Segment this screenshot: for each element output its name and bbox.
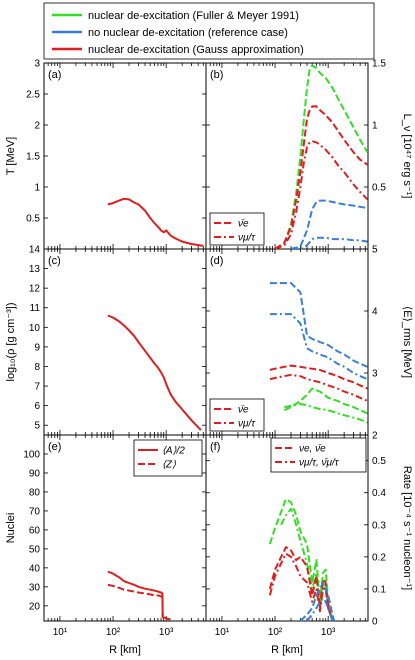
- panel-a-ytick-label: 3: [34, 59, 40, 70]
- panel-d-series-0: [269, 282, 368, 368]
- panel-c-tag: (c): [48, 255, 61, 267]
- panel-d-mini-legend-box: [209, 398, 265, 432]
- panel-e-ytick-label: 90: [29, 468, 41, 479]
- x-tick-label: 10¹: [215, 627, 230, 638]
- panel-b-series-0: [274, 64, 369, 250]
- panel-a-ytick-label: 2.5: [26, 90, 40, 101]
- panel-e-series-0: [107, 570, 171, 621]
- panel-e-ytick-label: 70: [29, 506, 41, 517]
- panel-b-series-2: [274, 140, 369, 250]
- panel-b-series-1: [274, 105, 369, 250]
- panel-d-tag: (d): [210, 255, 223, 267]
- panel-a-ytick-label: 1.5: [26, 152, 40, 163]
- panel-b-ylabel: L_ν [10⁴⁷ erg s⁻¹]: [401, 114, 413, 199]
- x-tick-label: 10²: [268, 627, 283, 638]
- x-label-right: R [km]: [271, 644, 303, 656]
- panel-c-frame: [43, 248, 207, 436]
- panel-a-ytick-label: 2: [34, 121, 40, 132]
- panel-e-tag: (e): [48, 441, 61, 453]
- x-tick-label: 10³: [321, 627, 336, 638]
- panel-d-series-2: [269, 364, 368, 390]
- panel-b-mini-legend-box: [209, 212, 265, 246]
- panel-b-ytick-label: 0.5: [372, 183, 386, 194]
- panel-f-series-4: [299, 581, 336, 622]
- panel-d-mini-legend-label: νμ/τ: [238, 419, 256, 430]
- panel-e-ytick-label: 60: [29, 525, 41, 536]
- main-legend-box: [43, 2, 375, 60]
- panel-c-ytick-label: 8: [34, 362, 40, 373]
- panel-f-series-3: [268, 552, 334, 622]
- panel-e-mini-legend-box: [133, 439, 203, 477]
- panel-c-series-0: [107, 314, 202, 431]
- panel-f-mini-legend-box: [270, 437, 367, 473]
- panel-a-tag: (a): [48, 69, 61, 81]
- panel-d-ylabel: ⟨E⟩_rms [MeV]: [401, 306, 413, 378]
- panel-e-ytick-label: 50: [29, 544, 41, 555]
- x-tick-label: 10¹: [53, 627, 68, 638]
- x-label-left: R [km]: [109, 644, 141, 656]
- panel-a-series-0: [107, 197, 204, 247]
- panel-b-mini-legend-label: ν̄e: [238, 219, 249, 230]
- panel-c-ytick-label: 9: [34, 342, 40, 353]
- panel-c-ytick-label: 10: [29, 323, 41, 334]
- panel-c-ytick-label: 5: [34, 421, 40, 432]
- legend-label-fuller: nuclear de-excitation (Fuller & Meyer 19…: [88, 10, 299, 22]
- generated-chart-content: 0.5 1 1.5 2 2.5 3 0.5 1 1.5 ν̄e νμ/τ 5 6 7 8 9 10 11 12 13 1…: [23, 59, 386, 639]
- panel-e-ytick-label: 20: [29, 601, 41, 612]
- panel-d-ytick-label: 2: [372, 431, 378, 442]
- panel-d-series-5: [284, 403, 368, 424]
- panel-b-mini-legend-label: νμ/τ: [238, 233, 256, 244]
- panel-f-ytick-label: 0.2: [372, 552, 386, 563]
- panel-f-mini-legend-label: νμ/τ, ν̄μ/τ: [299, 458, 340, 469]
- panel-d-series-3: [269, 373, 368, 402]
- panel-f-ytick-label: 0.5: [372, 456, 386, 467]
- panel-f-tag: (f): [210, 441, 220, 453]
- main-legend: nuclear de-excitation (Fuller & Meyer 19…: [43, 2, 375, 60]
- x-tick-label: 10³: [159, 627, 174, 638]
- panel-d-series-4: [283, 387, 368, 415]
- panel-c-ytick-label: 6: [34, 401, 40, 412]
- panel-c-ytick-label: 7: [34, 382, 40, 393]
- panel-f-frame: [205, 434, 369, 622]
- panel-a-ytick-label: 0.5: [26, 214, 40, 225]
- panel-d-ytick-label: 4: [372, 307, 378, 318]
- panel-d-ytick-label: 3: [372, 369, 378, 380]
- panel-e-ytick-label: 40: [29, 563, 41, 574]
- panel-f-mini-legend-label: νe, ν̄e: [299, 444, 326, 455]
- panel-f-series-5: [306, 597, 334, 622]
- panel-e-mini-legend-label: ⟨A⟩/2: [162, 446, 185, 457]
- panel-e-mini-legend-label: ⟨Z⟩: [162, 460, 176, 471]
- legend-label-reference: no nuclear de-excitation (reference case…: [88, 27, 288, 39]
- panel-b-series-4: [291, 236, 368, 250]
- panel-b-series-3: [290, 199, 368, 250]
- panel-e-ytick-label: 100: [23, 449, 40, 460]
- panel-f-ytick-label: 0.3: [372, 520, 386, 531]
- x-tick-label: 10²: [106, 627, 121, 638]
- panel-d-ytick-label: 5: [372, 245, 378, 256]
- panel-f-ytick-label: 0: [372, 617, 378, 628]
- panel-a-ytick-label: 1: [34, 183, 40, 194]
- panel-d-mini-legend-label: ν̄e: [238, 405, 249, 416]
- panel-f-ytick-label: 0.4: [372, 488, 386, 499]
- panel-c-ylabel: log₁₀(ρ [g cm⁻³]): [5, 302, 17, 381]
- panel-a-ylabel: T [MeV]: [5, 137, 17, 175]
- panel-b-ytick-label: 1.5: [372, 59, 386, 70]
- panel-e-ytick-label: 30: [29, 582, 41, 593]
- panel-c-ytick-label: 12: [29, 284, 41, 295]
- panel-c-ytick-label: 11: [30, 303, 41, 314]
- panel-e-ylabel: Nuclei: [5, 513, 17, 544]
- panel-c-ytick-label: 14: [29, 245, 41, 256]
- panel-e-series-1: [107, 583, 171, 621]
- panel-e-ytick-label: 80: [29, 487, 41, 498]
- panel-b-tag: (b): [210, 69, 223, 81]
- panel-f-ytick-label: 0.1: [372, 584, 386, 595]
- panel-c-ytick-label: 13: [29, 264, 41, 275]
- panel-d-series-1: [269, 313, 368, 381]
- panel-a-frame: [43, 62, 207, 250]
- legend-label-gauss: nuclear de-excitation (Gauss approximati…: [88, 44, 304, 56]
- panel-f-ylabel: Rate [10⁻⁴ s⁻¹ nucleon⁻¹]: [401, 466, 413, 590]
- panel-b-ytick-label: 1: [372, 121, 378, 132]
